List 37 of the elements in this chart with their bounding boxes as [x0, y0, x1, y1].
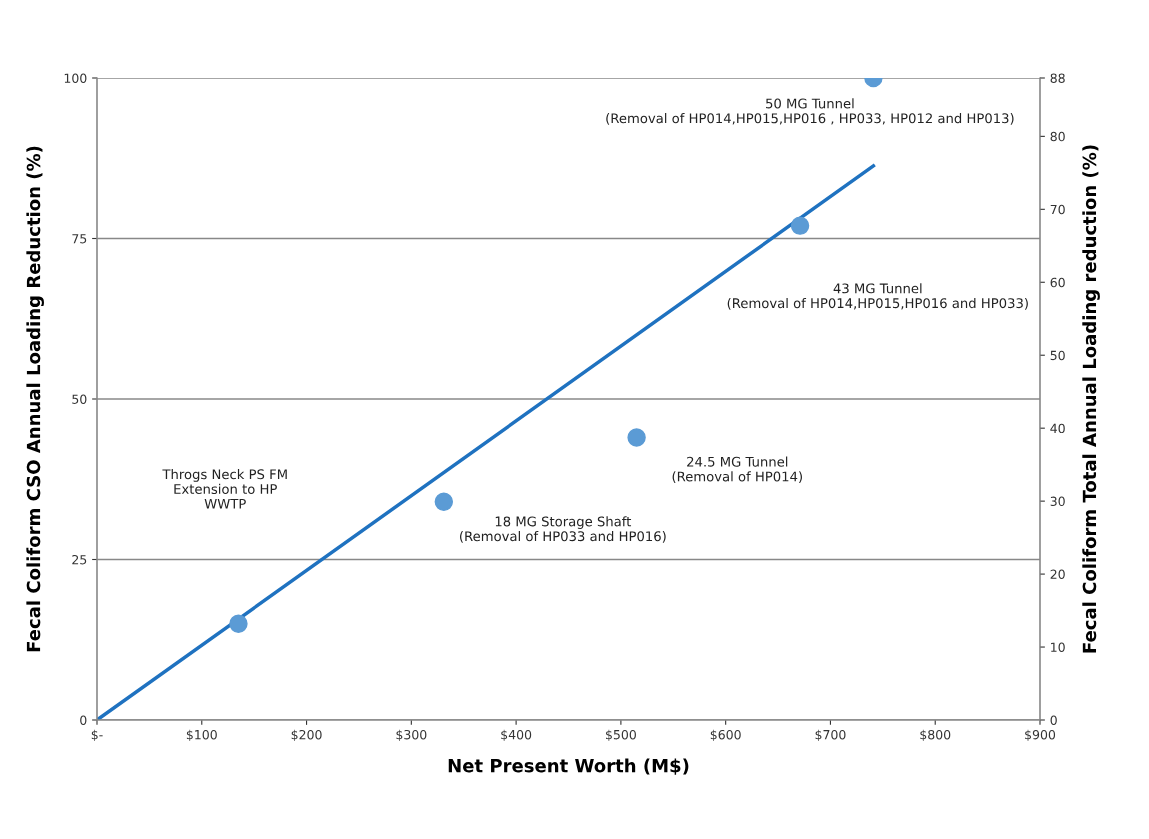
point [790, 216, 810, 235]
x-axis-title: Net Present Worth (M$) [448, 758, 689, 775]
x-tick-label: $800 [920, 729, 951, 742]
y2-tick-label: 30 [1050, 496, 1065, 507]
y-tick-label: 25 [72, 554, 87, 565]
x-tick-label: $300 [396, 729, 427, 742]
point [229, 614, 248, 633]
y2-tick-label: 40 [1050, 423, 1065, 434]
y-axis-title: Fecal Coliform CSO Annual Loading Reduction (%) [26, 146, 44, 652]
x-tick-label: $200 [291, 729, 322, 742]
y-tick-label: 0 [80, 715, 87, 725]
annotation: 18 MG Storage Shaft (Removal of HP033 and HP016) [460, 516, 666, 543]
annotation: Throgs Neck PS FM Extension to HP WWTP [162, 469, 287, 509]
y-tick-label: 50 [72, 394, 87, 404]
y2-tick-label: 80 [1050, 131, 1065, 142]
y2-tick-label: 10 [1051, 642, 1065, 652]
annotation: 50 MG Tunnel (Removal of HP014,HP015,HP016 , HP033, HP012 and HP013) [606, 98, 1014, 125]
y2-tick-label: 50 [1050, 350, 1065, 361]
y-tick-label: 100 [64, 73, 87, 83]
x-tick-label: $- [91, 729, 103, 742]
annotation: 24.5 MG Tunnel (Removal of HP014) [672, 456, 802, 484]
y2-tick-label: 60 [1050, 277, 1065, 288]
y2-tick-label: 70 [1050, 204, 1065, 215]
y2-tick-label: 88 [1050, 73, 1065, 83]
x-tick-label: $100 [186, 729, 217, 742]
x-tick-label: $700 [815, 729, 846, 742]
x-tick-label: $500 [606, 729, 636, 742]
y2-axis-title: Fecal Coliform Total Annual Loading reduction (%) [1082, 145, 1100, 653]
y2-tick-label: 0 [1050, 715, 1057, 725]
x-tick-label: $900 [1025, 729, 1056, 742]
point [434, 492, 454, 511]
annotation: 43 MG Tunnel (Removal of HP014,HP015,HP016 and HP033) [727, 283, 1028, 310]
point [627, 428, 646, 447]
x-tick-label: $400 [501, 729, 532, 742]
x-tick-label: $600 [710, 729, 741, 742]
y-tick-label: 75 [72, 234, 87, 244]
y2-tick-label: 20 [1050, 569, 1065, 580]
